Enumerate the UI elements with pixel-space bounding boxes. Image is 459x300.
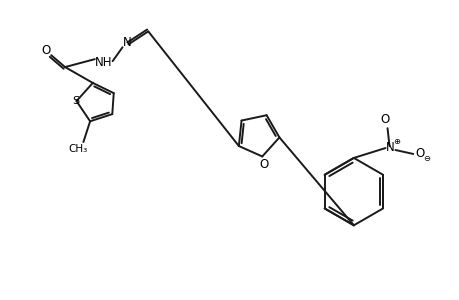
Text: N: N — [385, 140, 394, 154]
Text: O: O — [259, 158, 269, 171]
Text: N: N — [123, 36, 132, 49]
Text: S: S — [72, 96, 79, 106]
Text: CH₃: CH₃ — [69, 144, 88, 154]
Text: O: O — [379, 113, 388, 126]
Text: O: O — [41, 44, 51, 57]
Text: O: O — [414, 148, 424, 160]
Text: ⊕: ⊕ — [392, 136, 399, 146]
Text: NH: NH — [95, 56, 112, 69]
Text: ⊖: ⊖ — [423, 154, 430, 164]
